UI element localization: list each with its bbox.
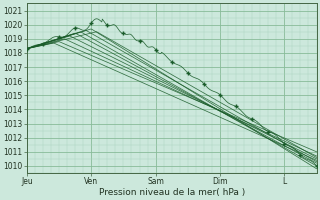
X-axis label: Pression niveau de la mer( hPa ): Pression niveau de la mer( hPa ) — [99, 188, 245, 197]
